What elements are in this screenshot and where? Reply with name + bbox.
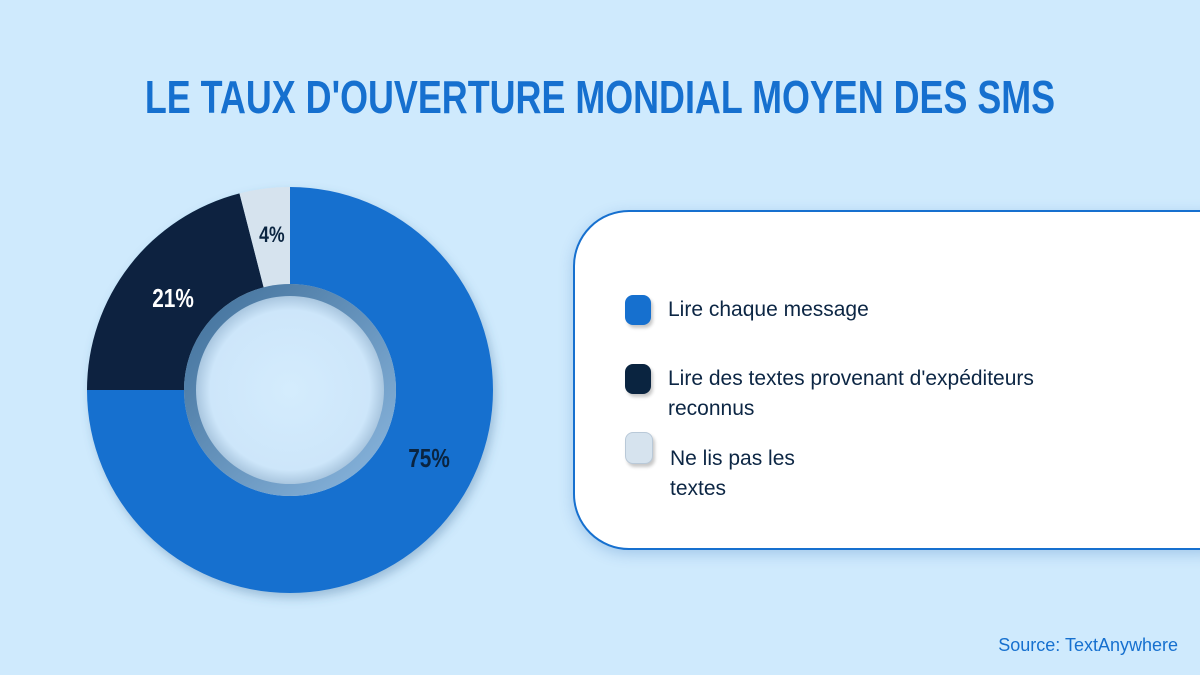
chart-title: LE TAUX D'OUVERTURE MONDIAL MOYEN DES SM… (144, 71, 1056, 123)
label-not-read: 4% (259, 222, 285, 247)
donut-svg (87, 187, 493, 593)
donut-hole (196, 296, 384, 484)
label-read-all: 75% (408, 443, 450, 473)
legend-label: Ne lis pas les (670, 447, 795, 470)
swatch-not-read (625, 432, 653, 464)
legend-label: Lire des textes provenant d'expéditeurs (668, 367, 1034, 390)
legend-label: Lire chaque message (668, 298, 869, 321)
legend-card: Lire chaque message Lire des textes prov… (573, 210, 1200, 550)
legend-item-not-read: Ne lis pas les textes (625, 432, 795, 504)
segment-known-senders (87, 193, 264, 390)
legend-item-known-senders: Lire des textes provenant d'expéditeurs … (625, 364, 1034, 424)
swatch-known-senders (625, 364, 651, 394)
swatch-read-all (625, 295, 651, 325)
legend-item-read-all: Lire chaque message (625, 295, 869, 325)
segment-read-all (87, 187, 493, 593)
legend-label-line2: reconnus (668, 397, 755, 420)
legend-label-line2: textes (670, 477, 727, 500)
label-known-senders: 21% (152, 283, 194, 313)
donut-chart: 75% 21% 4% (80, 180, 510, 610)
source-credit: Source: TextAnywhere (998, 635, 1178, 655)
segment-not-read (239, 187, 290, 288)
